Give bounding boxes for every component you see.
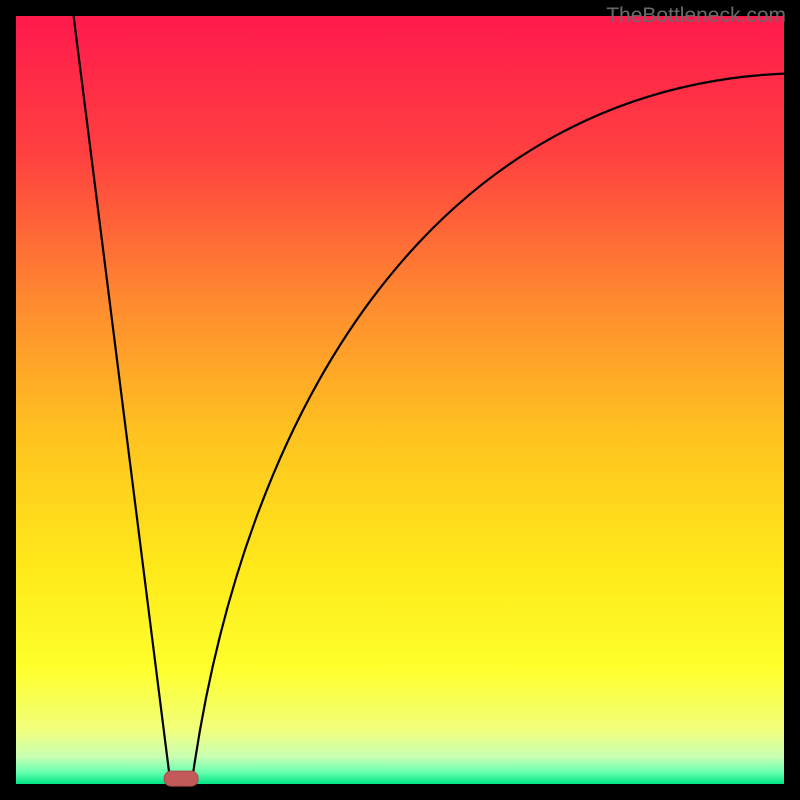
watermark-text: TheBottleneck.com (606, 4, 786, 28)
bottleneck-chart: TheBottleneck.com (0, 0, 800, 800)
valley-marker (164, 771, 198, 786)
chart-svg (0, 0, 800, 800)
gradient-background (16, 16, 784, 784)
